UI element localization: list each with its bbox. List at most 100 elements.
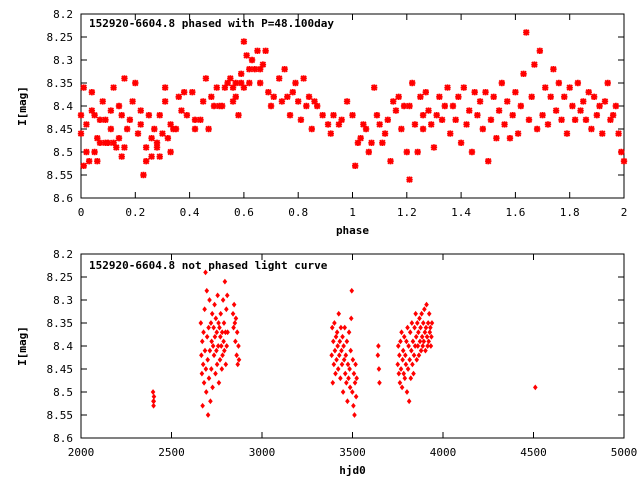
data-point — [474, 112, 481, 119]
data-point — [401, 333, 407, 340]
x-tick-label: 0.4 — [180, 206, 200, 219]
x-tick-label: 3500 — [339, 446, 366, 459]
data-point — [246, 66, 253, 73]
data-point — [344, 379, 349, 386]
data-point — [419, 310, 424, 317]
data-point — [96, 116, 104, 123]
data-point — [417, 338, 423, 345]
data-point — [426, 338, 432, 345]
data-point — [345, 361, 351, 368]
data-point — [342, 324, 348, 331]
data-point — [344, 338, 350, 345]
data-point — [525, 116, 533, 123]
data-point — [398, 338, 403, 345]
data-point — [234, 329, 240, 336]
data-point — [319, 112, 326, 119]
data-point — [212, 333, 218, 340]
data-point — [164, 135, 172, 142]
data-point — [218, 343, 224, 349]
x-tick-label: 4000 — [430, 446, 457, 459]
data-point — [172, 125, 180, 133]
data-point — [118, 153, 125, 160]
data-point — [601, 98, 609, 105]
data-point — [284, 93, 291, 100]
data-point — [207, 297, 212, 303]
data-point — [311, 98, 318, 105]
y-tick-label: 8.4 — [53, 340, 73, 353]
data-point — [339, 347, 344, 354]
data-point — [240, 38, 248, 45]
data-point — [404, 389, 410, 395]
data-point — [202, 306, 207, 313]
y-tick-label: 8.45 — [47, 123, 74, 136]
data-point — [609, 112, 617, 119]
data-point — [324, 121, 332, 128]
data-point — [471, 89, 478, 96]
data-point — [400, 347, 406, 354]
data-point — [227, 75, 234, 82]
data-point — [214, 329, 220, 336]
x-axis-label: hjd0 — [339, 464, 366, 477]
x-tick-label: 0.2 — [125, 206, 145, 219]
data-point — [335, 121, 343, 128]
data-point — [142, 158, 150, 165]
x-tick-label: 1 — [349, 206, 356, 219]
data-point — [419, 125, 427, 133]
data-point — [208, 398, 213, 405]
data-point — [517, 102, 525, 110]
data-point — [414, 320, 420, 326]
data-point — [354, 375, 359, 382]
data-point — [531, 61, 538, 68]
data-point — [215, 292, 220, 299]
data-point — [213, 315, 219, 322]
data-point — [199, 352, 204, 359]
data-point — [376, 343, 381, 349]
data-point — [204, 333, 210, 340]
data-point — [104, 139, 112, 146]
data-point — [360, 121, 367, 128]
data-point — [466, 107, 473, 114]
data-point — [225, 329, 230, 336]
data-point — [332, 320, 337, 326]
data-point — [406, 102, 413, 110]
data-point — [398, 366, 404, 372]
data-point — [406, 398, 412, 405]
data-point — [376, 121, 383, 128]
data-point — [110, 139, 117, 146]
data-point — [210, 102, 218, 110]
data-point — [197, 116, 204, 123]
data-point — [203, 366, 209, 372]
data-point — [347, 384, 353, 391]
data-point — [350, 389, 355, 395]
data-point — [91, 148, 98, 156]
data-point — [211, 324, 216, 331]
data-point — [403, 352, 408, 359]
data-point — [327, 130, 334, 137]
y-tick-label: 8.35 — [47, 317, 74, 330]
data-point — [224, 343, 230, 349]
data-point — [254, 47, 261, 54]
y-tick-label: 8.3 — [53, 54, 73, 67]
data-point — [151, 398, 157, 405]
data-point — [429, 320, 435, 326]
data-point — [407, 356, 413, 363]
data-point — [351, 370, 357, 377]
y-tick-label: 8.5 — [53, 146, 73, 159]
data-point — [428, 324, 433, 331]
data-point — [552, 107, 560, 114]
data-point — [110, 84, 117, 91]
data-point — [493, 135, 500, 142]
data-point — [102, 116, 109, 123]
data-point — [214, 347, 219, 354]
data-point — [208, 320, 214, 326]
data-point — [419, 333, 425, 340]
data-point — [115, 135, 123, 142]
data-point — [424, 301, 429, 308]
data-point — [395, 93, 402, 100]
data-point — [336, 310, 342, 317]
data-point — [338, 375, 343, 382]
data-point — [207, 347, 213, 354]
data-point — [115, 102, 123, 110]
data-point — [275, 75, 283, 82]
x-tick-label: 1.2 — [397, 206, 417, 219]
